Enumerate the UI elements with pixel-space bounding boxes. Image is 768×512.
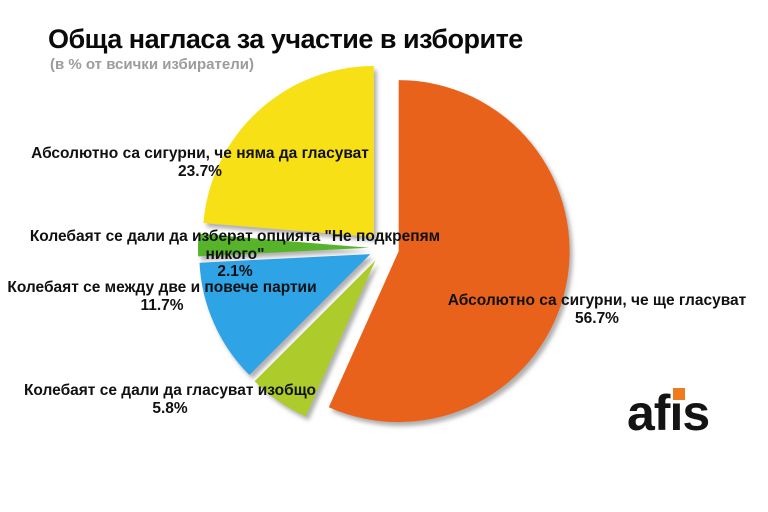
afis-logo-orange-square-icon [673, 388, 685, 400]
slice-label-pct: 5.8% [152, 399, 188, 417]
slice-label-hesitant-between-parties: Колебаят се между две и повече партии 11… [2, 279, 322, 314]
slice-label-pct: 11.7% [140, 296, 184, 314]
chart-title: Обща нагласа за участие в изборите [48, 24, 523, 54]
slice-label-hesitant-support-no-one: Колебаят се дали да изберат опцията "Не … [0, 228, 470, 281]
slice-label-sure-wont-vote: Абсолютно са сигурни, че няма да гласува… [8, 145, 392, 180]
pie-slice-hesitant-vote-at-all [254, 260, 376, 417]
chart-subtitle: (в % от всички избиратели) [50, 56, 254, 73]
slice-label-text: Абсолютно са сигурни, че ще гласуват [447, 292, 747, 309]
slice-label-text: Абсолютно са сигурни, че няма да гласува… [31, 145, 369, 162]
slice-label-pct: 23.7% [178, 162, 222, 180]
pie-slice-hesitant-support-no-one [197, 233, 369, 257]
slice-label-pct: 56.7% [575, 309, 619, 327]
pie-slice-sure-wont-vote [203, 66, 374, 237]
slice-label-hesitant-vote-at-all: Колебаят се дали да гласуват изобщо 5.8% [10, 382, 330, 417]
pie-slice-hesitant-between-parties [199, 254, 371, 375]
slice-label-pct: 2.1% [217, 263, 253, 280]
slice-label-text: Колебаят се дали да изберат опцията "Не … [29, 228, 441, 263]
afis-logo: afis [627, 385, 710, 441]
pie-slice-sure-will-vote [328, 80, 570, 423]
slice-label-text: Колебаят се дали да гласуват изобщо [23, 382, 317, 399]
afis-logo-text: afis [627, 385, 710, 441]
slice-label-sure-will-vote: Абсолютно са сигурни, че ще гласуват 56.… [429, 292, 765, 327]
slice-label-text: Колебаят се между две и повече партии [7, 279, 317, 296]
